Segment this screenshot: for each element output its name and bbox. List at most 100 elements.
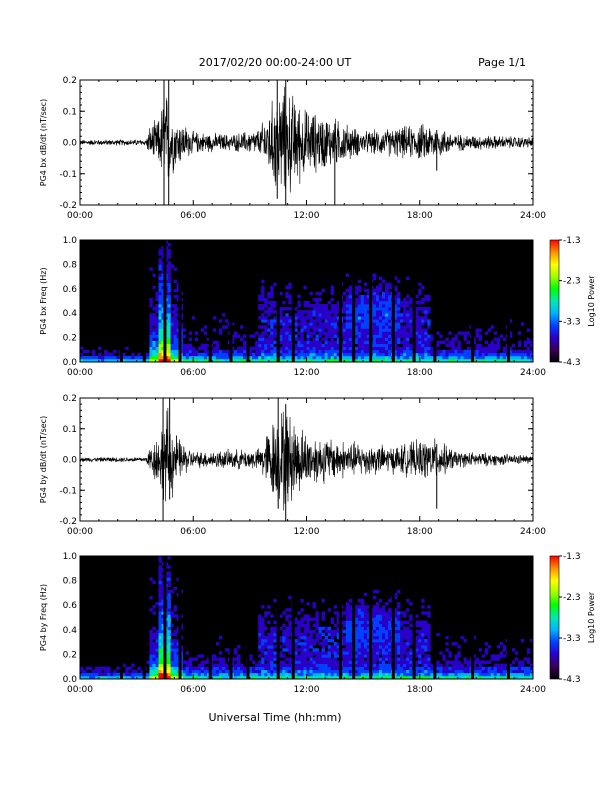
heatmap-cell [514, 349, 519, 354]
heatmap-cell [167, 574, 171, 578]
heatmap-cell [378, 352, 383, 357]
heatmap-cell [149, 316, 153, 320]
heatmap-cell [315, 617, 319, 621]
heatmap-cell [382, 294, 386, 299]
heatmap-cell [167, 322, 171, 326]
heatmap-cell [206, 672, 211, 677]
heatmap-cell [460, 349, 464, 354]
heatmap-cell [161, 648, 165, 652]
heatmap-cell [363, 316, 368, 320]
heatmap-cell [170, 310, 174, 314]
heatmap-cell [315, 669, 319, 674]
heatmap-cell [261, 340, 265, 344]
heatmap-cell [418, 648, 422, 652]
heatmap-cell [430, 666, 434, 671]
heatmap-cell [306, 343, 310, 348]
heatmap-cell [285, 285, 289, 290]
heatmap-cell [300, 672, 304, 677]
heatmap-cell [306, 629, 310, 634]
heatmap-cell [327, 648, 331, 652]
heatmap-cell [385, 304, 389, 308]
heatmap-cell [378, 316, 383, 320]
heatmap-cell [375, 654, 380, 658]
heatmap-cell [330, 666, 334, 671]
heatmap-cell [249, 675, 253, 680]
heatmap-cell [161, 270, 165, 274]
heatmap-cell [312, 651, 316, 655]
heatmap-cell [375, 313, 380, 317]
heatmap-cell [258, 663, 262, 668]
heatmap-cell [125, 346, 129, 351]
heatmap-cell [403, 358, 407, 363]
heatmap-cell [403, 626, 407, 631]
heatmap-cell [327, 626, 331, 631]
heatmap-cell [324, 322, 328, 326]
heatmap-cell [394, 614, 398, 618]
heatmap-cell [173, 657, 177, 661]
heatmap-cell [418, 352, 422, 357]
heatmap-cell [406, 666, 410, 671]
heatmap-cell [303, 617, 307, 621]
heatmap-cell [445, 672, 449, 677]
heatmap-cell [158, 595, 162, 600]
heatmap-cell [158, 592, 162, 597]
heatmap-cell [167, 605, 171, 609]
heatmap-cell [249, 334, 253, 338]
heatmap-cell [264, 642, 268, 646]
heatmap-cell [354, 310, 359, 314]
heatmap-cell [107, 358, 111, 363]
heatmap-cell [306, 651, 310, 655]
heatmap-cell [279, 346, 283, 351]
heatmap-cell [496, 666, 501, 671]
heatmap-cell [366, 328, 371, 332]
heatmap-cell [415, 340, 419, 344]
heatmap-cell [80, 675, 84, 680]
heatmap-cell [312, 352, 316, 357]
heatmap-cell [375, 626, 380, 631]
heatmap-cell [306, 660, 310, 664]
heatmap-cell [487, 666, 492, 671]
heatmap-cell [454, 346, 458, 351]
heatmap-cell [167, 243, 171, 247]
heatmap-cell [288, 657, 292, 661]
heatmap-cell [167, 675, 171, 680]
heatmap-cell [357, 623, 362, 628]
heatmap-cell [403, 660, 407, 664]
heatmap-cell [261, 343, 265, 348]
heatmap-cell [279, 669, 283, 674]
heatmap-cell [170, 319, 174, 323]
heatmap-cell [421, 648, 425, 652]
heatmap-cell [484, 651, 488, 655]
heatmap-cell [212, 675, 217, 680]
heatmap-cell [375, 355, 380, 360]
heatmap-cell [421, 355, 425, 360]
heatmap-cell [182, 669, 186, 674]
heatmap-cell [457, 651, 461, 655]
heatmap-cell [155, 642, 159, 646]
heatmap-cell [378, 614, 383, 618]
y-tick-label: 1.0 [63, 552, 78, 562]
heatmap-cell [282, 340, 286, 344]
heatmap-cell [403, 657, 407, 661]
heatmap-cell [454, 352, 458, 357]
heatmap-cell [92, 352, 96, 357]
heatmap-cell [297, 322, 301, 326]
heatmap-cell [400, 316, 404, 320]
heatmap-cell [382, 331, 386, 335]
heatmap-cell [372, 304, 377, 308]
heatmap-cell [427, 642, 431, 646]
heatmap-cell [270, 648, 274, 652]
heatmap-cell [300, 623, 304, 628]
heatmap-cell [218, 666, 223, 671]
data-gap [120, 556, 124, 679]
y-tick-label: 1.0 [63, 236, 78, 246]
heatmap-cell [158, 663, 162, 668]
heatmap-cell [354, 325, 359, 329]
heatmap-cell [330, 620, 334, 624]
heatmap-cell [324, 635, 328, 640]
heatmap-cell [427, 355, 431, 360]
heatmap-cell [360, 611, 365, 615]
heatmap-cell [385, 657, 389, 661]
heatmap-cell [394, 654, 398, 658]
